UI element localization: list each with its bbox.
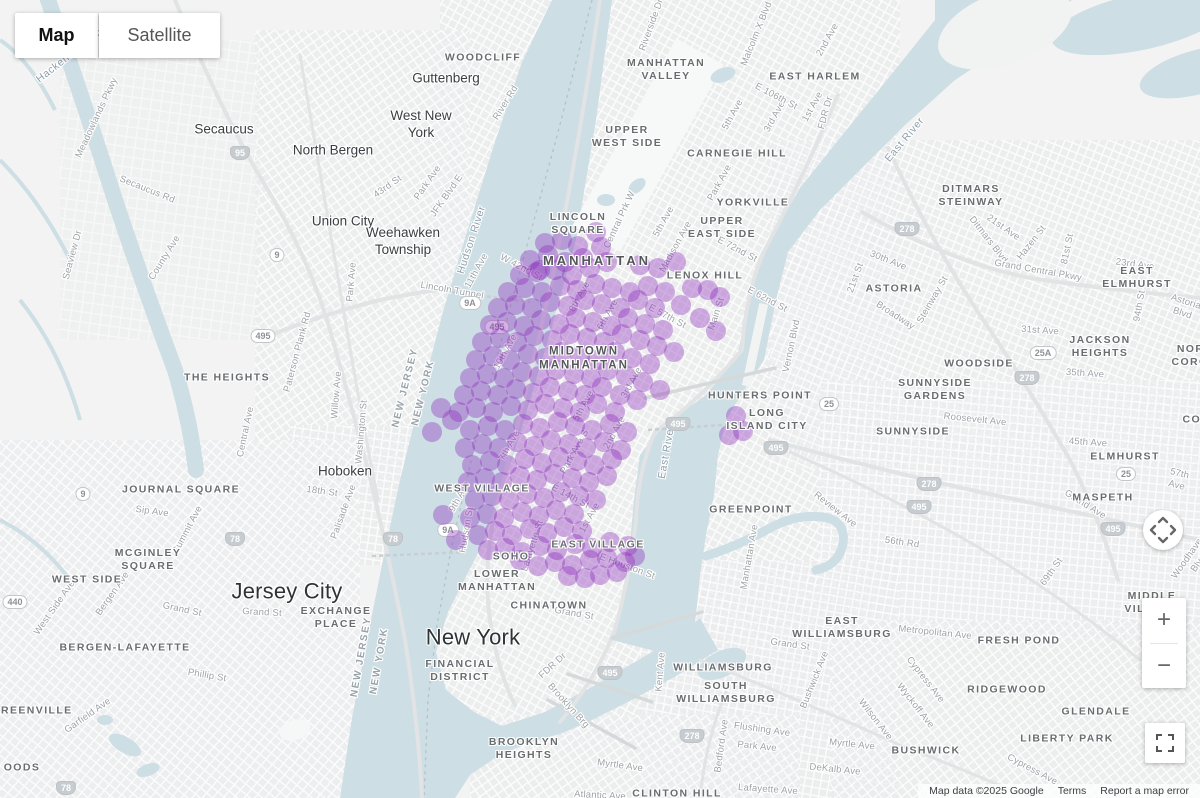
terms-link[interactable]: Terms xyxy=(1057,785,1087,797)
randalls-island xyxy=(938,0,1072,70)
attribution-bar: Map data ©2025 Google Terms Report a map… xyxy=(918,784,1200,798)
newtown-creek-water xyxy=(701,511,848,575)
park-pond xyxy=(597,194,615,206)
roosevelt-island xyxy=(741,302,769,388)
zoom-out-button[interactable]: − xyxy=(1142,644,1186,688)
weehawken-cove-water xyxy=(436,442,468,462)
fullscreen-icon xyxy=(1156,734,1174,752)
hackensack-river-water xyxy=(40,0,204,478)
harlem-meer-pond xyxy=(710,67,736,83)
queens-midtown-tunnel xyxy=(647,422,737,432)
meadow-creek xyxy=(0,38,82,582)
street-grid xyxy=(60,40,260,340)
zoom-in-button[interactable]: + xyxy=(1142,598,1186,642)
tunnels xyxy=(371,288,737,558)
bridges xyxy=(546,366,777,750)
flushing-bay-water xyxy=(1139,45,1200,99)
street-grid xyxy=(830,620,1200,798)
manhattan-bridge xyxy=(566,672,654,704)
wallabout-bay-water xyxy=(697,647,747,681)
zoom-divider xyxy=(1150,642,1178,644)
map-button[interactable]: Map xyxy=(15,13,98,58)
street-grid xyxy=(820,380,1200,640)
queensboro-bridge xyxy=(643,366,777,400)
pan-arrows-icon xyxy=(1149,516,1177,544)
hudson-river-water xyxy=(340,0,718,798)
fullscreen-button[interactable] xyxy=(1145,723,1185,763)
liberty-island xyxy=(279,719,311,741)
report-map-error-link[interactable]: Report a map error xyxy=(1100,785,1189,797)
east-river-water xyxy=(612,0,1072,660)
map-data-credit: Map data ©2025 Google xyxy=(929,785,1044,797)
major-roads xyxy=(173,0,1200,798)
zoom-control: + − xyxy=(1142,598,1186,688)
map-type-control: Map Satellite xyxy=(15,13,220,58)
brooklyn-bridge xyxy=(546,698,637,750)
williamsburg-bridge xyxy=(610,610,704,640)
street-grid xyxy=(470,715,800,798)
holland-tunnel xyxy=(371,550,471,558)
park-pond xyxy=(628,178,646,194)
state-boundary xyxy=(423,0,593,798)
pan-control[interactable] xyxy=(1143,510,1183,550)
bowery-bay-water xyxy=(1051,0,1200,56)
lincoln-tunnel xyxy=(437,288,531,304)
satellite-button[interactable]: Satellite xyxy=(99,13,220,58)
